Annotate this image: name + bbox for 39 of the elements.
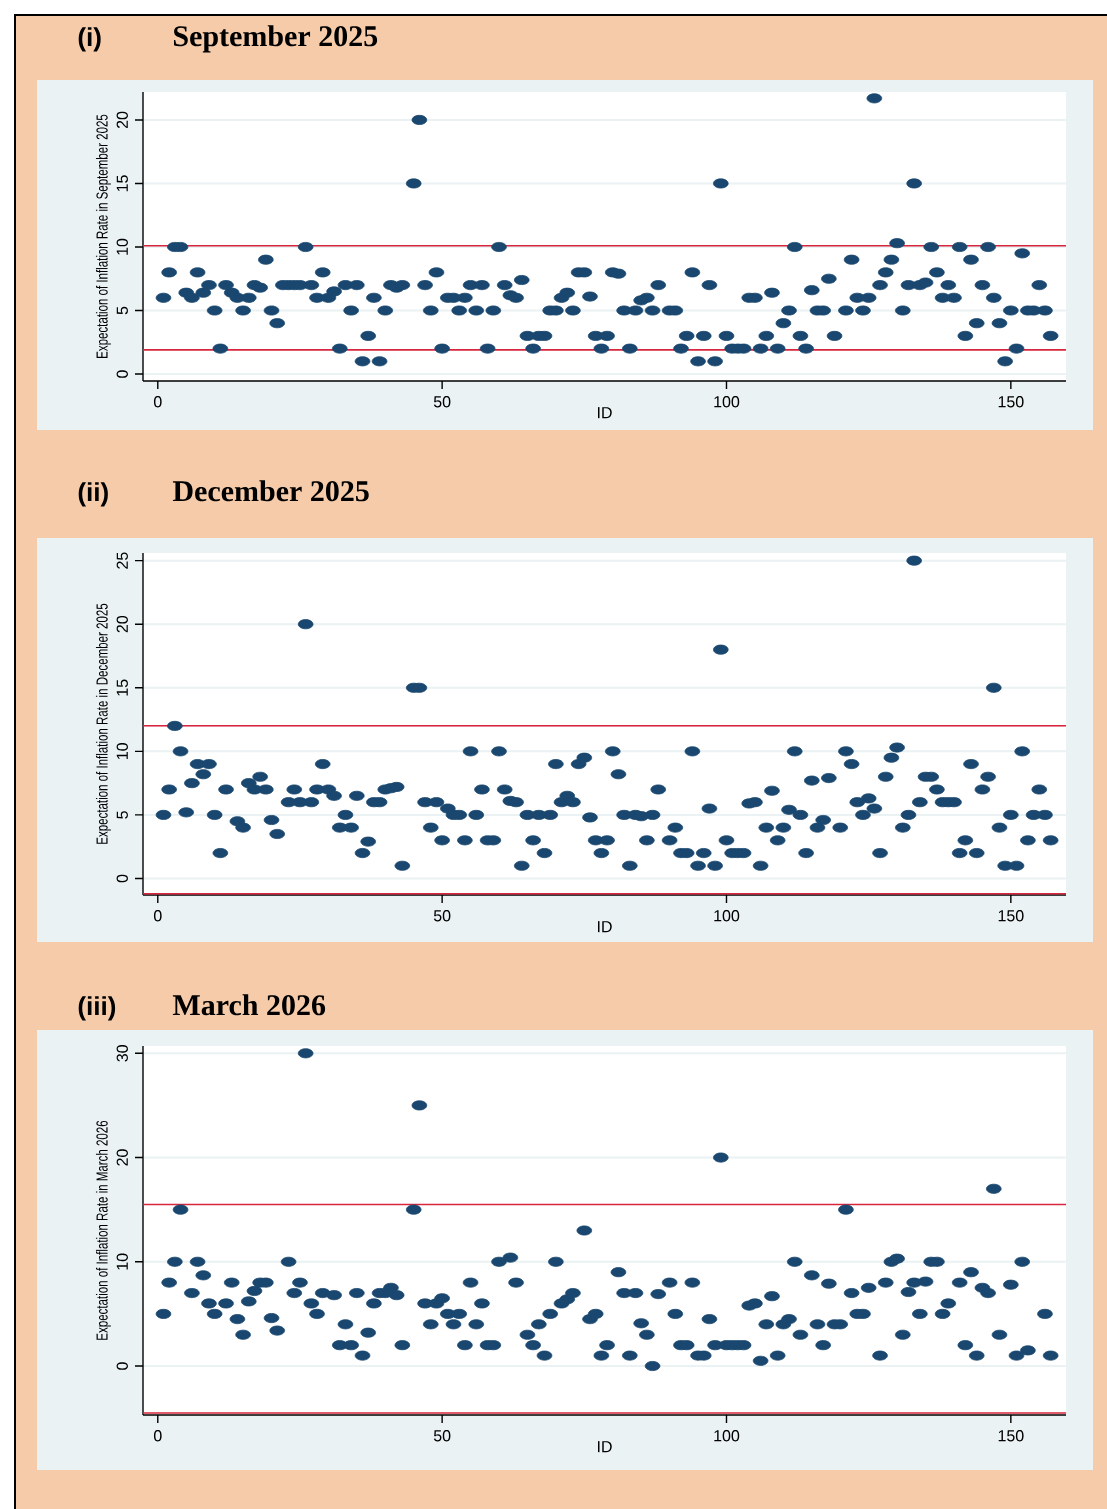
y-tick-label: 10 bbox=[116, 1253, 128, 1270]
y-tick-label: 0 bbox=[116, 1362, 128, 1370]
x-tick-label: 0 bbox=[153, 396, 162, 408]
x-tick-label: 100 bbox=[714, 910, 740, 922]
y-tick-label: 20 bbox=[116, 111, 128, 129]
x-tick-label: 50 bbox=[433, 396, 451, 408]
chart-title: December 2025 bbox=[172, 480, 369, 502]
x-tick-label: 0 bbox=[153, 910, 162, 922]
x-axis-title: ID bbox=[597, 921, 612, 933]
y-tick-label: 30 bbox=[116, 1045, 128, 1062]
y-tick-label: 5 bbox=[116, 811, 128, 819]
x-tick-label: 50 bbox=[433, 910, 451, 922]
x-axis-title: ID bbox=[597, 1441, 612, 1453]
y-tick-label: 20 bbox=[116, 1149, 128, 1166]
y-axis-title: Expectation of Inflation Rate in September 2025 bbox=[95, 114, 111, 358]
x-tick-label: 150 bbox=[998, 910, 1024, 922]
x-tick-label: 0 bbox=[153, 1430, 162, 1442]
x-axis-title: ID bbox=[597, 407, 612, 419]
y-tick-label: 0 bbox=[116, 874, 128, 883]
y-tick-label: 15 bbox=[116, 175, 128, 192]
y-tick-label: 10 bbox=[116, 238, 128, 255]
x-tick-label: 100 bbox=[714, 396, 740, 408]
y-tick-label: 25 bbox=[116, 552, 128, 569]
chart-title: September 2025 bbox=[174, 25, 378, 53]
y-tick-label: 20 bbox=[116, 615, 128, 633]
y-tick-label: 5 bbox=[116, 306, 128, 315]
chart-subtitle: (i) bbox=[78, 27, 101, 52]
chart-subtitle: (ii) bbox=[78, 482, 108, 507]
x-tick-label: 150 bbox=[998, 396, 1024, 408]
x-tick-label: 50 bbox=[433, 1430, 451, 1442]
x-tick-label: 150 bbox=[998, 1430, 1024, 1442]
y-axis-title: Expectation of Inflation Rate in March 2026 bbox=[95, 1120, 111, 1340]
chart-subtitle: (iii) bbox=[78, 996, 116, 1021]
y-tick-label: 10 bbox=[116, 743, 128, 760]
y-axis-title: Expectation of Inflation Rate in December 2025 bbox=[95, 603, 111, 844]
chart-title: March 2026 bbox=[172, 994, 326, 1016]
x-tick-label: 100 bbox=[714, 1430, 740, 1442]
y-tick-label: 0 bbox=[116, 370, 128, 378]
y-tick-label: 15 bbox=[116, 679, 128, 696]
